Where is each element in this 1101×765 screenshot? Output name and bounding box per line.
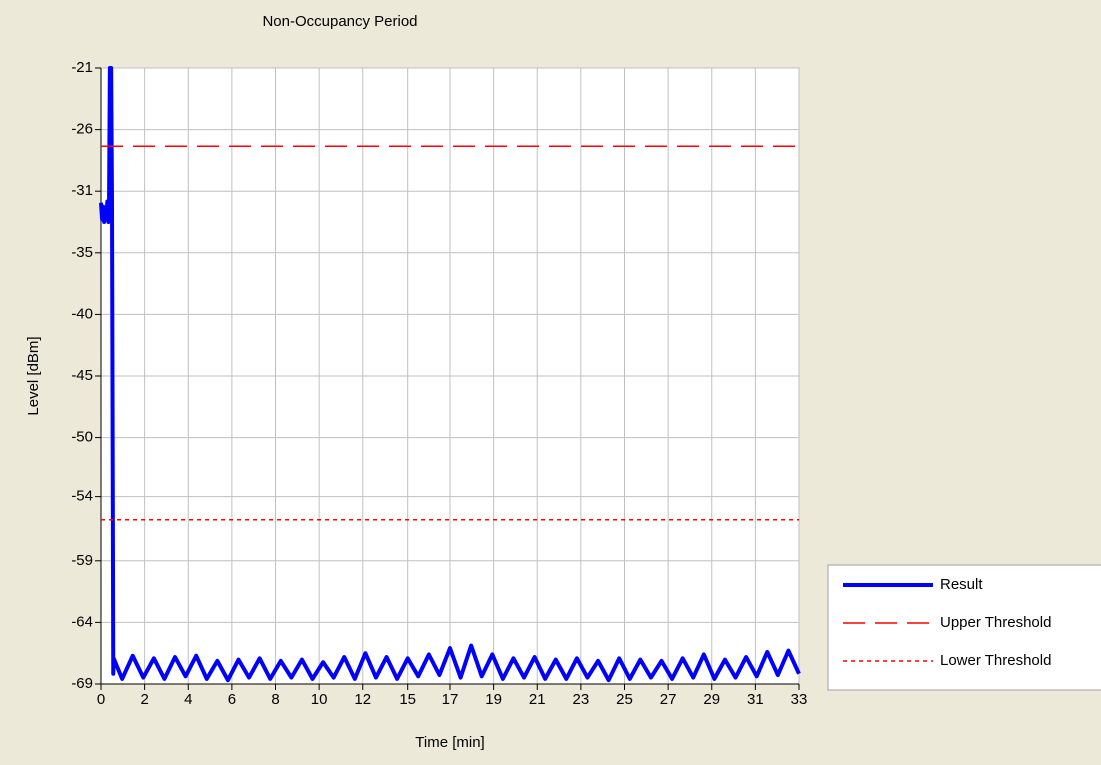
x-tick-label: 33	[791, 691, 808, 708]
x-tick-label: 0	[97, 691, 105, 708]
y-tick-label: -21	[71, 59, 93, 76]
x-tick-label: 17	[442, 691, 459, 708]
legend-label: Upper Threshold	[940, 614, 1051, 631]
y-tick-label: -35	[71, 244, 93, 261]
legend-label: Lower Threshold	[940, 652, 1051, 669]
x-tick-label: 25	[616, 691, 633, 708]
x-tick-label: 15	[399, 691, 416, 708]
x-tick-label: 27	[660, 691, 677, 708]
x-tick-label: 10	[311, 691, 328, 708]
x-tick-label: 4	[184, 691, 192, 708]
y-tick-label: -45	[71, 367, 93, 384]
y-tick-label: -64	[71, 613, 93, 630]
x-tick-label: 2	[140, 691, 148, 708]
x-tick-label: 8	[271, 691, 279, 708]
legend-label: Result	[940, 576, 983, 593]
x-tick-label: 19	[485, 691, 502, 708]
x-tick-label: 6	[228, 691, 236, 708]
series-line	[99, 66, 801, 683]
y-tick-label: -59	[71, 552, 93, 569]
x-tick-label: 23	[573, 691, 590, 708]
y-tick-label: -26	[71, 121, 93, 138]
x-tick-label: 31	[747, 691, 764, 708]
x-tick-label: 21	[529, 691, 546, 708]
y-axis-label: Level [dBm]	[25, 336, 42, 415]
x-tick-label: 12	[354, 691, 371, 708]
x-axis-label: Time [min]	[415, 734, 484, 751]
x-tick-label: 29	[703, 691, 720, 708]
y-tick-label: -54	[71, 488, 93, 505]
y-tick-label: -50	[71, 429, 93, 446]
y-tick-label: -31	[71, 182, 93, 199]
y-tick-label: -40	[71, 305, 93, 322]
chart-title: Non-Occupancy Period	[262, 13, 417, 30]
y-tick-label: -69	[71, 675, 93, 692]
